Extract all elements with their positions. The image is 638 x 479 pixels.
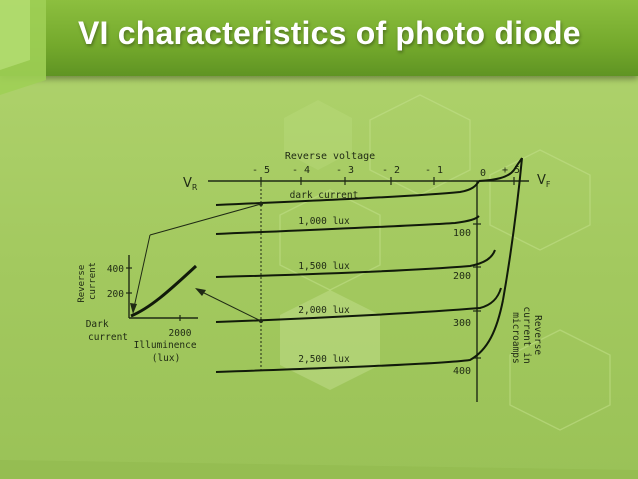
- inset-origin-label-line: Dark: [86, 319, 109, 330]
- vf-label-sub: F: [546, 180, 551, 189]
- curve-2500-lux: [215, 299, 504, 373]
- curve-label-1500-lux: 1,500 lux: [298, 261, 350, 272]
- voltage-axis-ticks: [260, 177, 515, 185]
- inset-y-title-line: current: [88, 262, 98, 300]
- inset-x-title-line: (lux): [152, 353, 181, 364]
- floor-shadow: [0, 460, 638, 479]
- voltage-tick-label: - 3: [336, 165, 354, 176]
- voltage-tick-label: 0: [480, 168, 486, 179]
- vr-label: VR: [183, 176, 198, 192]
- voltage-tick-label: - 4: [292, 165, 310, 176]
- point-marker-dark: [259, 202, 263, 206]
- forward-steep-segment: [502, 157, 523, 301]
- hexagon-decoration: [509, 329, 611, 431]
- vf-label: VF: [537, 173, 551, 189]
- current-tick-label: 300: [453, 318, 471, 329]
- hexagon-decoration: [489, 149, 591, 251]
- vf-label-main: V: [537, 173, 546, 188]
- current-tick-label: 400: [453, 366, 471, 377]
- slide-title: VI characteristics of photo diode: [78, 15, 581, 51]
- inset-y-title-line: Reverse: [77, 265, 87, 303]
- current-axis-title: Reverse current in microamps: [510, 307, 543, 370]
- voltage-tick-label: + 5: [502, 165, 520, 176]
- current-axis-title-line: current in: [521, 307, 532, 364]
- inset-x-tick-label: 2000: [169, 328, 192, 339]
- curve-2000-lux: [215, 287, 502, 323]
- pointer-line-dark: [149, 203, 262, 236]
- current-tick-label: 100: [453, 228, 471, 239]
- inset-x-title-line: Illuminence: [134, 340, 197, 351]
- curve-label-dark-current: dark current: [290, 190, 359, 201]
- inset-x-title: Illuminence (lux): [134, 340, 203, 364]
- inset-y-tick-label: 400: [107, 264, 124, 275]
- point-marker-2000-lux: [259, 319, 263, 323]
- curve-label-2500-lux: 2,500 lux: [298, 354, 350, 365]
- pointer-line-arrow-up: [132, 234, 151, 313]
- header-bar: [0, 0, 638, 76]
- inset-origin-label: Dark current: [86, 319, 128, 343]
- current-axis-title-line: microamps: [510, 312, 521, 363]
- curve-label-1000-lux: 1,000 lux: [298, 216, 350, 227]
- corner-hexagon-decoration: [0, 0, 46, 95]
- curve-1500-lux: [215, 249, 496, 278]
- voltage-tick-label: - 1: [425, 165, 443, 176]
- vr-label-main: V: [183, 176, 192, 191]
- forward-current-curve: [478, 157, 523, 182]
- voltage-tick-label: - 5: [252, 165, 270, 176]
- arrowhead-up-icon: [130, 303, 137, 314]
- vr-label-sub: R: [192, 183, 198, 192]
- voltage-tick-label: - 2: [382, 165, 400, 176]
- hexagon-decoration: [279, 189, 381, 291]
- current-tick-label: 200: [453, 271, 471, 282]
- hexagon-decoration: [284, 100, 352, 170]
- curve-label-2000-lux: 2,000 lux: [298, 305, 350, 316]
- current-axis-title-line: Reverse: [532, 315, 543, 355]
- top-axis-title: Reverse voltage: [285, 151, 375, 162]
- inset-y-tick-label: 200: [107, 289, 124, 300]
- inset-origin-label-line: current: [88, 332, 128, 343]
- curve-dark-current: [215, 180, 480, 206]
- inset-y-title: Reverse current: [77, 259, 98, 302]
- inset-curve: [130, 264, 198, 318]
- curve-1000-lux: [215, 215, 480, 235]
- pointer-line-2000: [197, 289, 262, 322]
- arrowhead-left-icon: [195, 288, 206, 296]
- hexagon-decoration: [280, 290, 380, 390]
